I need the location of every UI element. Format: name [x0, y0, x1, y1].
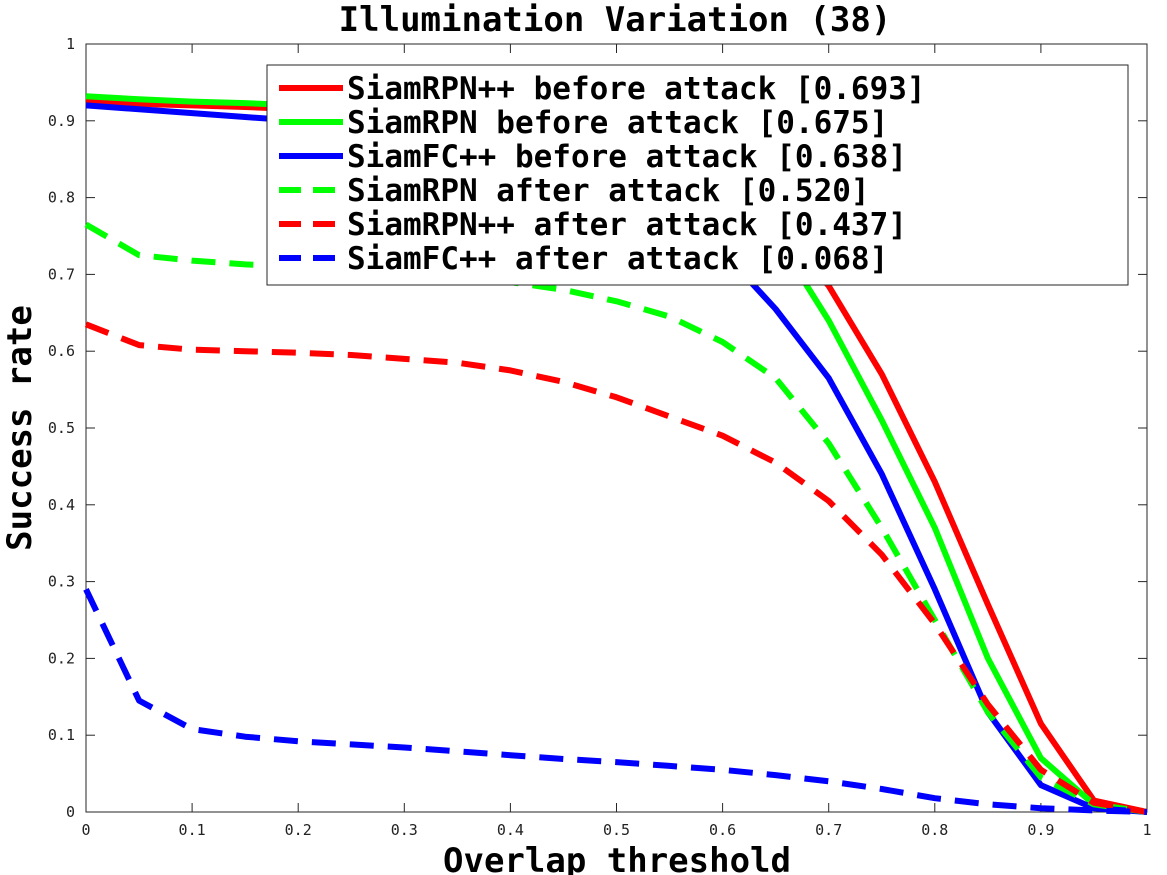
legend-entry-label: SiamRPN++ before attack [0.693]: [347, 71, 926, 107]
y-tick-label: 0.3: [48, 573, 75, 591]
legend-box: [266, 64, 1129, 286]
y-axis-label: Success rate: [0, 305, 40, 551]
y-tick-label: 0.4: [48, 496, 75, 514]
series-line-5: [84, 321, 1148, 815]
x-tick-label: 1: [1142, 821, 1151, 839]
x-tick-label: 0.4: [497, 821, 524, 839]
x-tick-label: 0.1: [179, 821, 206, 839]
x-tick-label: 0.2: [285, 821, 312, 839]
axis-ticks: 0 0.1 0.2 0.3 0.4 0.5 0.6 0.7 0.8 0.9 1 0 0.1 0.2 0.3 0…: [48, 35, 1152, 839]
y-tick-label: 0.7: [48, 265, 75, 283]
y-tick-label: 0.1: [48, 726, 75, 744]
x-tick-label: 0.7: [815, 821, 842, 839]
legend-entry-label: SiamRPN++ after attack [0.437]: [347, 207, 907, 243]
x-tick-label: 0.3: [391, 821, 418, 839]
x-tick-label: 0.6: [709, 821, 736, 839]
y-tick-label: 0.6: [48, 342, 75, 360]
x-tick-label: 0.8: [921, 821, 948, 839]
y-tick-label: 0.9: [48, 112, 75, 130]
legend-entry-label: SiamRPN after attack [0.520]: [347, 173, 870, 209]
y-tick-label: 0.5: [48, 419, 75, 437]
x-tick-label: 0.5: [603, 821, 630, 839]
series-line-6: [83, 588, 1148, 815]
legend-entry-label: SiamRPN before attack [0.675]: [347, 105, 888, 141]
y-tick-label: 0.2: [48, 649, 75, 667]
legend-entry-label: SiamFC++ after attack [0.068]: [347, 241, 888, 277]
chart-title: Illumination Variation (38): [339, 0, 892, 40]
y-tick-label: 1: [66, 35, 75, 53]
x-axis-label: Overlap threshold: [443, 841, 791, 875]
y-tick-label: 0: [66, 803, 75, 821]
x-tick-label: 0: [81, 821, 90, 839]
legend-entry-label: SiamFC++ before attack [0.638]: [347, 139, 907, 175]
legend: SiamRPN++ before attack [0.693]SiamRPN b…: [266, 64, 1129, 286]
y-tick-label: 0.8: [48, 189, 75, 207]
x-tick-label: 0.9: [1027, 821, 1054, 839]
series-line-4: [84, 221, 1148, 815]
